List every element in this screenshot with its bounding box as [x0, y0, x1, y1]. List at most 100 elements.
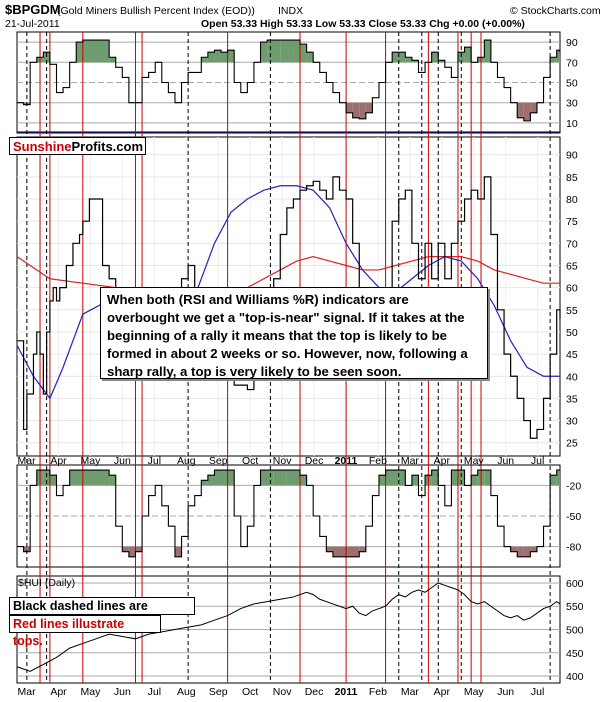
y-tick-label: 30 — [566, 98, 578, 110]
overbought-fill — [556, 470, 560, 486]
overbought-fill — [227, 50, 235, 63]
x-month-label: May — [81, 455, 102, 467]
overbought-fill — [392, 52, 399, 63]
overbought-fill — [438, 60, 445, 63]
overbought-fill — [207, 52, 215, 63]
x-month-label: Jul — [148, 686, 161, 698]
x-month-label: May — [464, 455, 485, 467]
y-tick-label: 90 — [566, 37, 578, 49]
oversold-fill — [346, 102, 353, 113]
overbought-fill — [214, 50, 222, 63]
oversold-fill — [346, 546, 360, 557]
legend-red-tops: Red lines illustrate tops. — [9, 615, 161, 648]
x-month-label: Nov — [273, 686, 292, 698]
y-tick-label: 50 — [566, 327, 578, 339]
overbought-fill — [411, 475, 419, 486]
overbought-fill — [293, 40, 301, 63]
x-month-label: Oct — [242, 455, 258, 467]
oversold-fill — [359, 546, 366, 552]
overbought-fill — [227, 470, 235, 486]
x-month-label: Apr — [50, 686, 67, 698]
overbought-fill — [201, 480, 208, 486]
y-tick-label: 25 — [566, 438, 578, 450]
overbought-fill — [379, 475, 386, 486]
overbought-fill — [398, 470, 406, 486]
x-month-label: Mar — [401, 455, 420, 467]
overbought-fill — [260, 42, 268, 63]
hui-panel-label: $HUI (Daily) — [18, 577, 75, 589]
overbought-fill — [49, 475, 57, 486]
overbought-fill — [398, 52, 406, 63]
oversold-fill — [510, 546, 518, 552]
y-tick-label: 70 — [566, 238, 578, 250]
y-tick-label: 65 — [566, 260, 578, 272]
legend-black-signals: Black dashed lines are signals. — [9, 597, 195, 630]
exchange-label: INDX — [278, 5, 303, 17]
x-month-label: Jul — [531, 686, 544, 698]
x-month-label: Sep — [209, 686, 228, 698]
x-month-label: Dec — [305, 455, 324, 467]
x-month-label: 2011 — [335, 455, 358, 467]
overbought-fill — [405, 57, 412, 63]
oversold-fill — [365, 102, 373, 113]
axis-ticks: 90 70 50 30 10 90 85 80 75 70 65 60 55 50 45 40 35 30 25 -2… — [18, 37, 584, 698]
x-month-label: 2011 — [335, 686, 358, 698]
x-month-label: Jun — [497, 686, 514, 698]
overbought-fill — [300, 475, 307, 486]
date-label: 21-Jul-2011 — [5, 18, 60, 30]
oversold-fill — [523, 546, 531, 557]
oversold-fill — [23, 546, 31, 552]
overbought-fill — [471, 475, 478, 486]
y-tick-label: 75 — [566, 216, 578, 228]
oversold-fill — [128, 546, 136, 557]
overbought-fill — [280, 40, 294, 63]
y-tick-label: 40 — [566, 371, 578, 383]
overbought-fill — [43, 52, 50, 63]
x-month-label: Apr — [50, 455, 67, 467]
y-tick-label: 400 — [566, 671, 584, 683]
overbought-fill — [273, 470, 287, 486]
overbought-fill — [95, 470, 110, 486]
overbought-fill — [221, 52, 228, 63]
y-tick-label: 80 — [566, 194, 578, 206]
y-tick-label: 60 — [566, 283, 578, 295]
index-name: (Gold Miners Bullish Percent Index (EOD)… — [57, 5, 255, 17]
oversold-fill — [135, 546, 143, 552]
provider-credit: © StockCharts.com — [510, 5, 601, 17]
symbol-title: $BPGDM — [5, 2, 61, 17]
x-month-label: Jun — [114, 686, 131, 698]
oversold-fill — [332, 546, 347, 557]
overbought-fill — [484, 40, 491, 63]
y-tick-label: -20 — [566, 480, 581, 492]
x-month-label: Feb — [369, 686, 387, 698]
overbought-fill — [267, 40, 281, 63]
overbought-fill — [451, 470, 458, 486]
y-tick-label: 70 — [566, 57, 578, 69]
oversold-fill — [517, 102, 524, 118]
x-month-label: Feb — [369, 455, 387, 467]
y-tick-label: 50 — [566, 78, 578, 90]
x-month-label: Oct — [242, 686, 258, 698]
logo-part-1: Sunshine — [13, 139, 72, 154]
logo-part-2: Profits.com — [71, 139, 144, 154]
y-tick-label: 10 — [566, 118, 578, 130]
overbought-fill — [69, 470, 83, 486]
x-month-label: Apr — [434, 455, 451, 467]
y-tick-label: 35 — [566, 393, 578, 405]
overbought-fill — [300, 44, 307, 63]
x-month-label: Aug — [177, 686, 196, 698]
overbought-fill — [411, 60, 419, 63]
overbought-fill — [457, 470, 465, 486]
x-month-label: May — [464, 686, 485, 698]
oversold-fill — [523, 102, 531, 121]
williams-line — [17, 469, 560, 558]
overbought-fill — [550, 57, 557, 63]
overbought-fill — [260, 470, 274, 486]
overbought-fill — [82, 40, 96, 63]
y-tick-label: 500 — [566, 625, 584, 637]
overbought-fill — [214, 470, 228, 486]
oversold-fill — [530, 546, 537, 552]
hui-line — [16, 582, 561, 672]
overbought-fill — [109, 475, 116, 486]
overbought-fill — [109, 57, 116, 63]
